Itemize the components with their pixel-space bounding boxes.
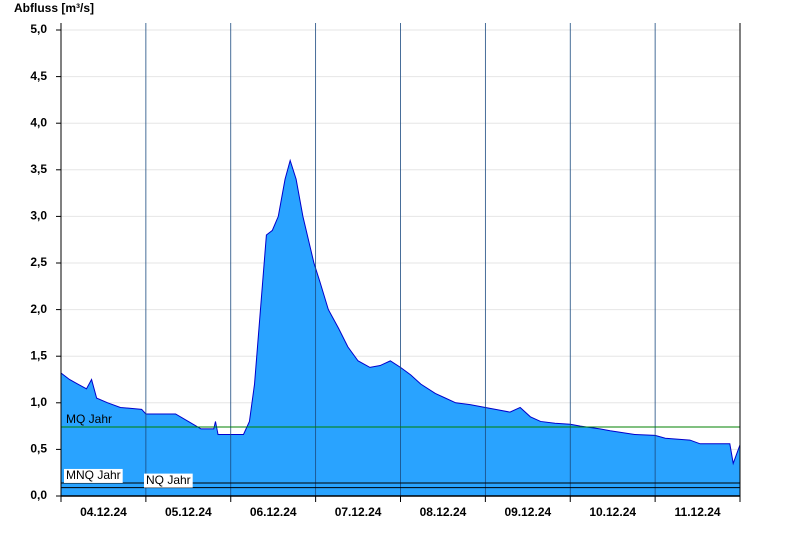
reference-label: MNQ Jahr bbox=[66, 468, 121, 482]
y-tick-label: 5,0 bbox=[30, 22, 47, 36]
x-tick-label: 09.12.24 bbox=[504, 505, 551, 519]
x-tick-label: 05.12.24 bbox=[165, 505, 212, 519]
y-tick-label: 0,0 bbox=[30, 488, 47, 502]
x-tick-label: 11.12.24 bbox=[675, 505, 721, 519]
reference-label: MQ Jahr bbox=[66, 412, 112, 426]
x-tick-label: 07.12.24 bbox=[335, 505, 382, 519]
y-tick-label: 4,5 bbox=[30, 69, 47, 83]
label-background bbox=[64, 468, 123, 483]
y-tick-label: 1,5 bbox=[30, 348, 47, 362]
y-tick-label: 4,0 bbox=[30, 115, 47, 129]
y-tick-label: 3,5 bbox=[30, 162, 47, 176]
y-tick-label: 2,5 bbox=[30, 255, 47, 269]
y-tick-label: 1,0 bbox=[30, 395, 47, 409]
x-tick-label: 06.12.24 bbox=[250, 505, 297, 519]
label-background bbox=[144, 473, 193, 488]
x-tick-label: 04.12.24 bbox=[80, 505, 127, 519]
y-tick-label: 0,5 bbox=[30, 442, 47, 456]
x-tick-label: 08.12.24 bbox=[420, 505, 467, 519]
y-tick-label: 2,0 bbox=[30, 302, 47, 316]
reference-label: NQ Jahr bbox=[146, 473, 191, 487]
x-tick-label: 10.12.24 bbox=[589, 505, 636, 519]
y-axis-label: Abfluss [m³/s] bbox=[14, 1, 94, 15]
y-tick-label: 3,0 bbox=[30, 209, 47, 223]
